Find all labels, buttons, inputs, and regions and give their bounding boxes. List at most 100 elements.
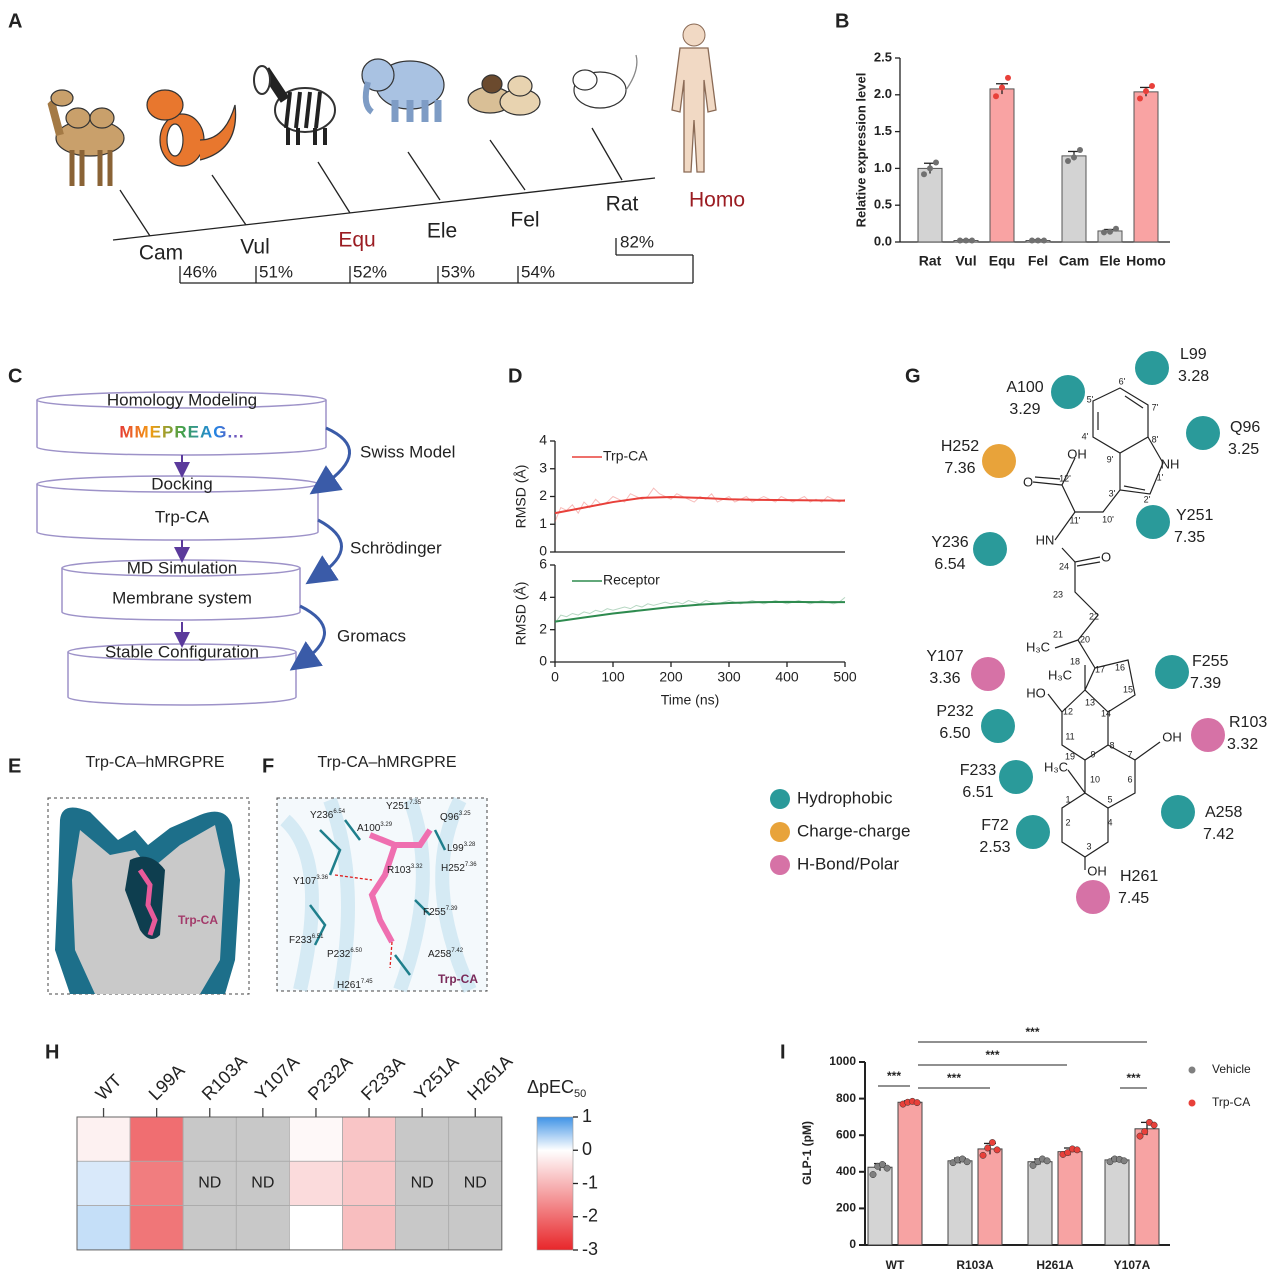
atom-locant: 23 bbox=[1053, 589, 1063, 599]
residue-bw: 7.39 bbox=[446, 906, 458, 912]
residue-label: P2326.50 bbox=[327, 948, 363, 960]
bar bbox=[917, 167, 943, 243]
residue-label: Y2517.35 bbox=[386, 800, 422, 812]
data-point bbox=[969, 237, 975, 244]
colorbar-tick-label: -2 bbox=[582, 1206, 598, 1226]
colorbar-tick-label: 0 bbox=[582, 1139, 592, 1159]
x-tick-label: 0 bbox=[551, 669, 559, 685]
residue-number: 7.45 bbox=[1118, 890, 1149, 907]
camel-head bbox=[50, 89, 74, 107]
atom-locant: 1' bbox=[1157, 472, 1164, 482]
species-label: Vul bbox=[240, 236, 270, 259]
atom-locant: 1 bbox=[1065, 794, 1070, 804]
residue-name: A100 bbox=[1006, 379, 1043, 396]
atom-label: HN bbox=[1036, 532, 1055, 547]
residue-stick bbox=[433, 829, 447, 851]
heat-cell bbox=[76, 1116, 131, 1162]
y-tick-label: 800 bbox=[836, 1091, 856, 1105]
colorbar-title-sub: 50 bbox=[574, 1088, 586, 1100]
atom-label: O bbox=[1023, 474, 1033, 489]
bar bbox=[977, 1148, 1003, 1246]
colorbar-title-main: ΔpEC bbox=[527, 1077, 574, 1097]
residue-bw: 6.54 bbox=[333, 809, 345, 815]
identity-label: 54% bbox=[521, 262, 555, 281]
panel-label: H bbox=[45, 1041, 59, 1063]
y-tick-label: 2.0 bbox=[874, 86, 892, 101]
y-tick-label: 0.5 bbox=[874, 197, 892, 212]
atom-label: HO bbox=[1026, 685, 1046, 700]
x-tick-label: Cam bbox=[1059, 253, 1089, 269]
atom-label: OH bbox=[1162, 729, 1182, 744]
data-point bbox=[993, 93, 999, 100]
residue-stick bbox=[319, 829, 342, 876]
significance-label: *** bbox=[1025, 1025, 1039, 1039]
residue-number: 2.53 bbox=[979, 839, 1010, 856]
data-point bbox=[1101, 229, 1107, 236]
data-point bbox=[993, 1146, 1001, 1154]
tree-branch bbox=[317, 161, 351, 214]
panel-label: C bbox=[8, 365, 22, 387]
residue-name: P232 bbox=[327, 949, 351, 960]
atom-locant: 20 bbox=[1080, 634, 1090, 644]
significance-label: *** bbox=[985, 1048, 999, 1062]
colorbar-tick-label: -1 bbox=[582, 1172, 598, 1192]
data-point bbox=[1029, 1161, 1037, 1169]
data-point bbox=[1065, 158, 1071, 165]
bar bbox=[1057, 1151, 1083, 1246]
identity-label: 82% bbox=[620, 232, 654, 251]
fox-tail bbox=[199, 104, 237, 161]
data-point bbox=[913, 1099, 921, 1107]
atom-locant: 14 bbox=[1101, 708, 1111, 718]
atom-locant: 10' bbox=[1102, 514, 1114, 524]
cylinder bbox=[67, 652, 297, 706]
residue-label: F2336.51 bbox=[289, 934, 324, 946]
residue-name: F233 bbox=[960, 762, 997, 779]
atom-locant: 12' bbox=[1059, 473, 1071, 483]
bond bbox=[1034, 476, 1061, 480]
data-point bbox=[1136, 1132, 1144, 1140]
atom-locant: 4 bbox=[1107, 817, 1112, 827]
helix bbox=[393, 797, 430, 993]
data-point bbox=[988, 1139, 996, 1146]
cat-head bbox=[507, 75, 533, 97]
identity-label: 52% bbox=[353, 262, 387, 281]
residue-circle bbox=[1016, 815, 1050, 849]
legend-label: Charge-charge bbox=[797, 821, 910, 840]
heat-cell bbox=[129, 1116, 184, 1162]
helix bbox=[323, 797, 355, 992]
data-point bbox=[1150, 1121, 1158, 1129]
bond bbox=[1124, 395, 1144, 409]
tool-arrow bbox=[305, 518, 343, 585]
residue-circle bbox=[1161, 795, 1195, 829]
panel-label: G bbox=[905, 365, 921, 387]
y-tick-label: 0 bbox=[539, 653, 547, 669]
y-tick-label: 0.0 bbox=[874, 233, 892, 248]
residue-bw: 6.51 bbox=[312, 934, 324, 940]
nd-label: ND bbox=[198, 1175, 221, 1192]
camel-hump bbox=[65, 107, 91, 129]
heat-cell bbox=[129, 1160, 184, 1207]
bar bbox=[1133, 91, 1159, 243]
hbond bbox=[389, 941, 393, 969]
residue-name: H252 bbox=[941, 438, 979, 455]
residue-label: H2617.45 bbox=[337, 979, 373, 991]
residue-name: Q96 bbox=[1230, 419, 1260, 436]
x-axis-label: Time (ns) bbox=[661, 692, 720, 708]
ligand bbox=[368, 828, 433, 944]
y-tick-label: 4 bbox=[539, 432, 547, 448]
residue-number: 7.42 bbox=[1203, 826, 1234, 843]
residue-circle bbox=[971, 657, 1005, 691]
residue-name: F255 bbox=[423, 907, 446, 918]
colorbar-tick-label: 1 bbox=[582, 1106, 592, 1126]
data-point bbox=[927, 165, 933, 172]
panel-label: B bbox=[835, 10, 849, 32]
residue-number: 6.51 bbox=[962, 784, 993, 801]
bond bbox=[1067, 769, 1086, 794]
bond bbox=[1119, 436, 1164, 495]
y-tick-label: 600 bbox=[836, 1127, 856, 1141]
bond bbox=[1084, 659, 1136, 713]
atom-label: O bbox=[1101, 549, 1111, 564]
bar bbox=[1027, 1161, 1053, 1246]
residue-bw: 3.36 bbox=[316, 875, 328, 881]
tool-arrow bbox=[309, 426, 351, 495]
